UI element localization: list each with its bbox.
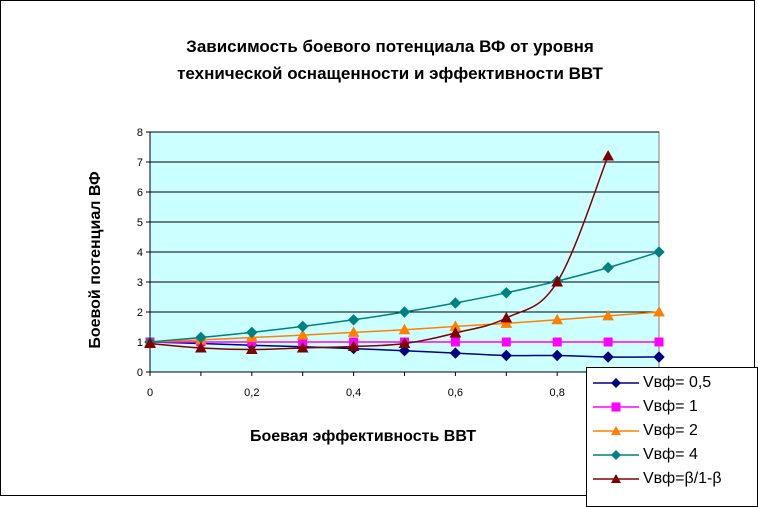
data-point xyxy=(347,314,360,326)
data-point xyxy=(654,337,664,347)
data-point xyxy=(602,261,614,274)
legend-swatch xyxy=(593,450,639,460)
data-point xyxy=(500,311,513,323)
chart-title: Зависимость боевого потенциала ВФ от уро… xyxy=(30,33,750,87)
x-tick-label: 0,2 xyxy=(244,387,259,399)
legend-swatch xyxy=(593,402,639,412)
x-tick-label: 0,8 xyxy=(550,387,565,399)
data-point xyxy=(500,317,513,328)
data-point xyxy=(195,341,207,353)
legend-label: Vвф=β/1-β xyxy=(643,470,722,487)
y-tick-label: 7 xyxy=(137,157,143,169)
legend-swatch xyxy=(593,378,639,388)
data-point xyxy=(347,340,360,351)
data-point xyxy=(144,337,156,348)
x-axis-label: Боевая эффективность ВВТ xyxy=(250,428,477,445)
legend-label: Vвф= 0,5 xyxy=(643,374,712,391)
y-tick-label: 2 xyxy=(137,307,143,319)
data-point xyxy=(296,341,309,353)
data-point xyxy=(551,313,564,325)
legend-swatch xyxy=(593,474,639,483)
series-line xyxy=(149,155,609,351)
data-point xyxy=(449,326,462,338)
data-point xyxy=(347,326,360,337)
y-tick-label: 5 xyxy=(137,217,143,229)
y-tick-label: 6 xyxy=(137,187,143,199)
series-4 xyxy=(144,246,665,348)
legend-item: Vвф= 4 xyxy=(587,443,757,467)
chart-title-line-1: Зависимость боевого потенциала ВФ от уро… xyxy=(186,37,594,56)
x-tick-label: 0 xyxy=(147,387,153,399)
y-tick-label: 4 xyxy=(137,247,143,259)
y-tick-label: 3 xyxy=(137,277,143,289)
y-tick-label: 1 xyxy=(137,337,143,349)
data-point xyxy=(398,323,411,335)
legend-item: Vвф= 2 xyxy=(587,419,757,443)
data-point xyxy=(500,287,513,299)
data-point xyxy=(449,297,462,309)
data-point xyxy=(602,149,614,161)
y-tick-label: 8 xyxy=(137,127,143,139)
legend-item: Vвф= 0,5 xyxy=(587,371,757,395)
data-point xyxy=(296,320,309,333)
legend-item: Vвф= 1 xyxy=(587,395,757,419)
data-point xyxy=(246,326,258,339)
legend-label: Vвф= 1 xyxy=(643,398,698,415)
x-tick-label: 0,4 xyxy=(346,387,361,399)
data-point xyxy=(449,347,462,359)
data-point xyxy=(500,349,513,362)
legend-swatch xyxy=(593,426,639,435)
y-axis-label: Боевой потенциал ВФ xyxy=(87,171,104,349)
data-point xyxy=(653,305,665,317)
y-tick-label: 0 xyxy=(137,367,143,379)
data-point xyxy=(603,337,613,347)
data-point xyxy=(398,337,411,348)
data-point xyxy=(551,275,564,287)
legend-item: Vвф=β/1-β xyxy=(587,467,757,491)
data-point xyxy=(398,306,411,318)
chart-title-line-2: технической оснащенности и эффективности… xyxy=(177,64,603,83)
series-5 xyxy=(144,149,614,354)
legend-label: Vвф= 4 xyxy=(643,446,698,463)
data-point xyxy=(602,309,614,321)
data-point xyxy=(653,351,665,363)
data-point xyxy=(450,337,460,347)
data-point xyxy=(296,329,309,340)
data-point xyxy=(551,349,563,362)
data-point xyxy=(602,351,614,363)
data-point xyxy=(653,246,665,258)
data-point xyxy=(552,337,562,347)
data-point xyxy=(398,344,411,357)
data-point xyxy=(245,343,258,354)
legend-label: Vвф= 2 xyxy=(643,422,698,439)
data-point xyxy=(501,337,511,347)
x-tick-label: 0,6 xyxy=(448,387,463,399)
legend: Vвф= 0,5 Vвф= 1 Vвф= 2 Vвф= 4 Vвф=β/1-β xyxy=(586,367,758,507)
